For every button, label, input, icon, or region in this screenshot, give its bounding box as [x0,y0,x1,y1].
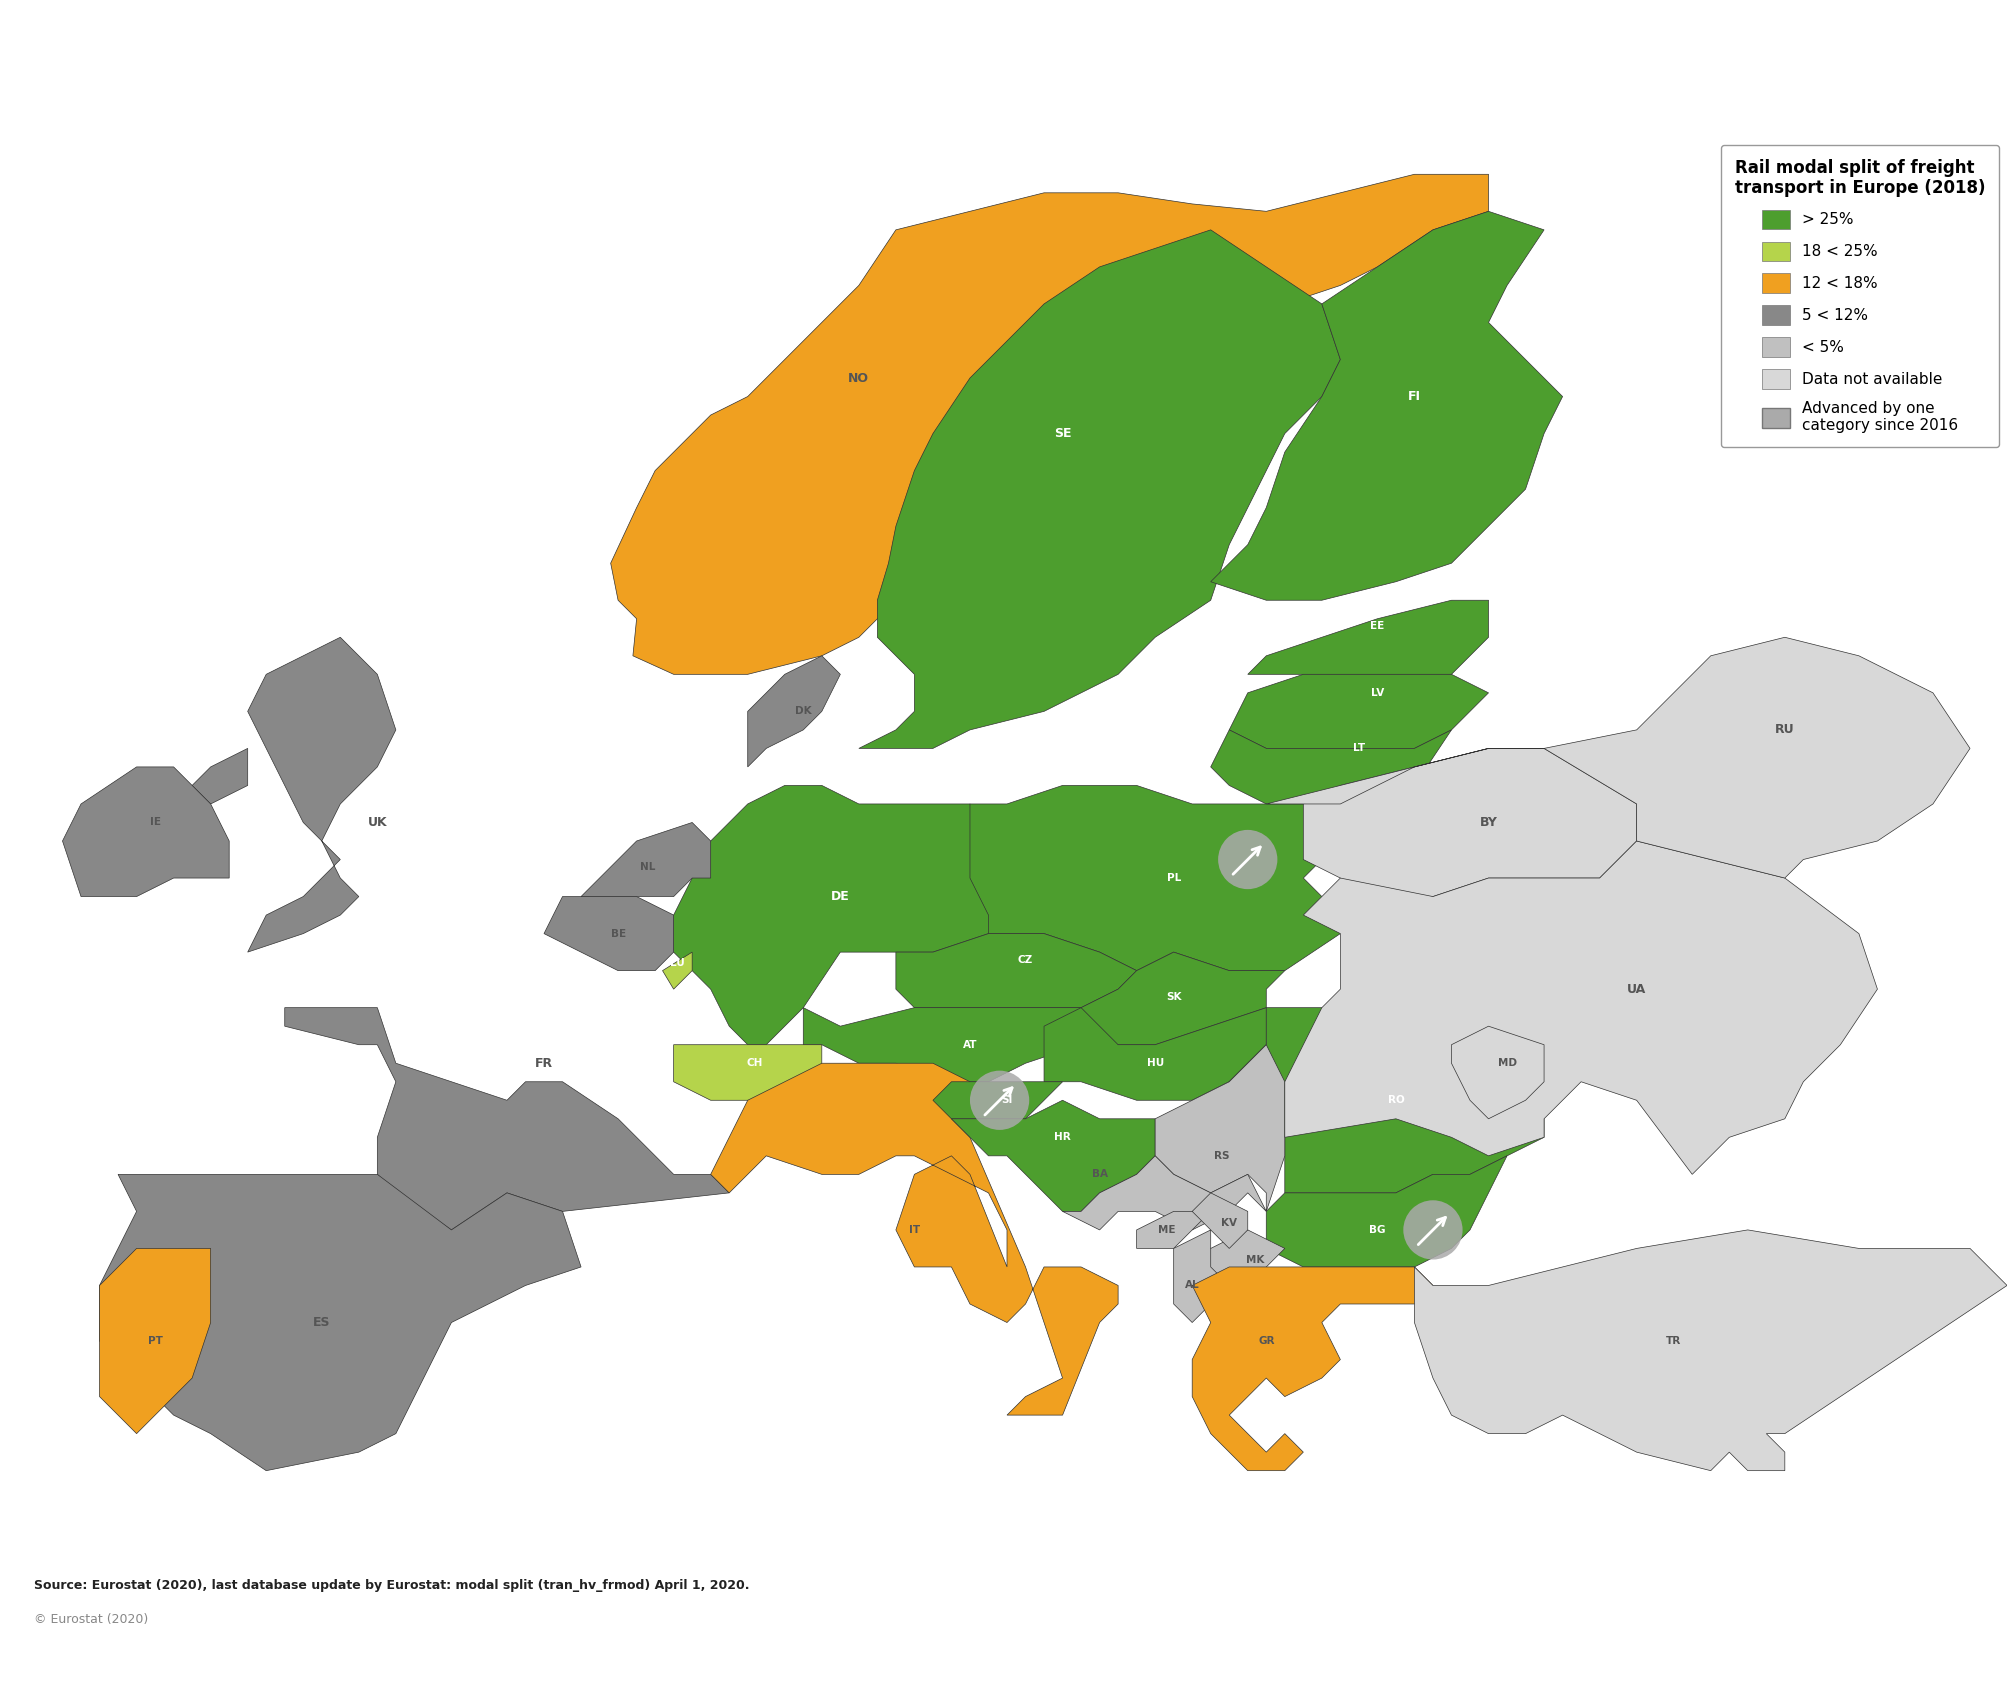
Text: IE: IE [149,817,161,828]
Polygon shape [1136,1211,1210,1248]
Text: MK: MK [1247,1255,1265,1265]
Text: PT: PT [147,1336,163,1346]
Polygon shape [673,1045,822,1100]
Polygon shape [191,748,248,804]
Text: HR: HR [1053,1132,1071,1142]
Text: LU: LU [671,959,685,969]
Circle shape [1404,1201,1462,1260]
Polygon shape [1285,841,1877,1174]
Text: DK: DK [796,706,812,717]
Text: LT: LT [1353,743,1365,754]
Polygon shape [582,822,711,897]
Polygon shape [1043,1008,1267,1100]
Polygon shape [544,897,673,971]
Text: BA: BA [1092,1169,1108,1179]
Text: LV: LV [1372,688,1384,698]
Text: GR: GR [1259,1336,1275,1346]
Polygon shape [99,1174,582,1470]
Text: RO: RO [1388,1095,1404,1105]
Text: UK: UK [367,816,387,829]
Polygon shape [804,1008,1082,1082]
Text: © Eurostat (2020): © Eurostat (2020) [34,1613,149,1626]
Text: ES: ES [312,1315,330,1329]
Polygon shape [951,1100,1156,1211]
Polygon shape [673,785,1007,1045]
Polygon shape [1414,1230,2008,1470]
Polygon shape [663,952,693,989]
Polygon shape [1303,748,1637,915]
Text: CH: CH [747,1058,763,1068]
Text: KV: KV [1220,1218,1237,1228]
Legend: > 25%, 18 < 25%, 12 < 18%, 5 < 12%, < 5%, Data not available, Advanced by one
ca: > 25%, 18 < 25%, 12 < 18%, 5 < 12%, < 5%… [1722,145,2000,447]
Text: EE: EE [1370,621,1384,631]
Text: NL: NL [640,861,655,871]
Text: AL: AL [1184,1280,1200,1290]
Polygon shape [62,767,230,897]
Polygon shape [1210,1230,1285,1285]
Polygon shape [1063,1156,1267,1230]
Polygon shape [747,656,840,767]
Text: BY: BY [1480,816,1498,829]
Polygon shape [1229,674,1488,748]
Text: NO: NO [848,372,870,385]
Polygon shape [1210,1008,1545,1193]
Text: FR: FR [536,1056,554,1070]
Polygon shape [1210,730,1452,804]
Text: UA: UA [1627,982,1645,996]
Circle shape [971,1071,1029,1130]
Text: SI: SI [1001,1095,1013,1105]
Text: HU: HU [1146,1058,1164,1068]
Text: Source: Eurostat (2020), last database update by Eurostat: modal split (tran_hv_: Source: Eurostat (2020), last database u… [34,1579,749,1593]
Text: ME: ME [1158,1224,1174,1235]
Text: SK: SK [1166,992,1182,1001]
Polygon shape [284,1008,729,1230]
Polygon shape [1082,952,1285,1045]
Text: CZ: CZ [1017,954,1033,964]
Polygon shape [610,175,1488,674]
Text: FI: FI [1408,390,1422,404]
Polygon shape [1192,1193,1249,1248]
Polygon shape [1267,637,1970,878]
Polygon shape [1267,1156,1506,1267]
Text: PL: PL [1166,873,1180,883]
Polygon shape [1452,1026,1545,1119]
Polygon shape [99,1248,211,1433]
Polygon shape [1156,1045,1285,1211]
Text: IT: IT [908,1224,920,1235]
Text: BE: BE [610,928,626,939]
Polygon shape [896,934,1136,1008]
Polygon shape [1174,1230,1229,1322]
Text: RS: RS [1214,1150,1231,1161]
Polygon shape [1210,212,1563,600]
Text: DE: DE [832,890,850,903]
Polygon shape [1192,1267,1432,1470]
Text: MD: MD [1498,1058,1517,1068]
Text: RU: RU [1774,723,1794,737]
Polygon shape [858,230,1341,748]
Polygon shape [932,1082,1063,1119]
Polygon shape [248,637,397,952]
Polygon shape [971,785,1341,971]
Text: AT: AT [963,1039,977,1050]
Circle shape [1218,829,1277,890]
Polygon shape [1249,600,1488,674]
Text: TR: TR [1666,1336,1682,1346]
Polygon shape [711,1063,1118,1415]
Text: SE: SE [1053,427,1071,441]
Text: BG: BG [1370,1224,1386,1235]
